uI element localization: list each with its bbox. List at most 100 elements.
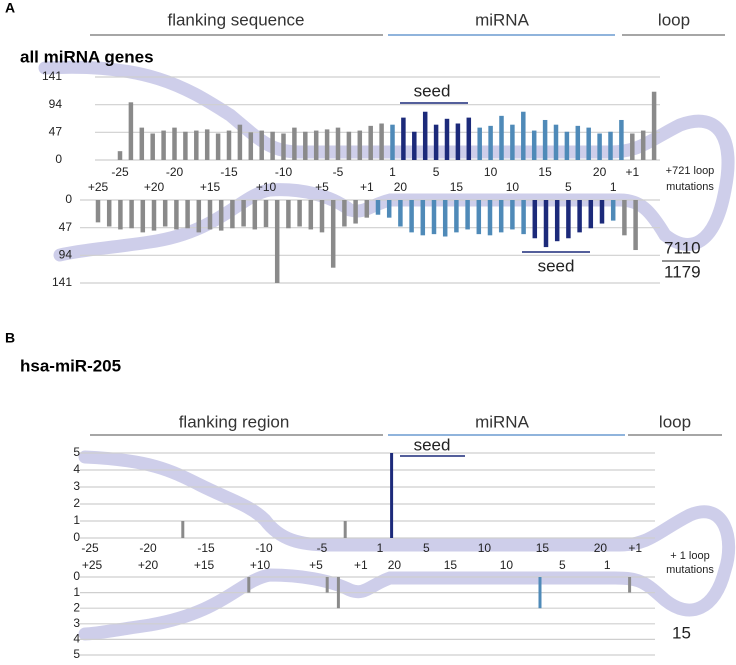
- bar: [628, 577, 632, 593]
- y-tick-label: 1: [73, 513, 80, 527]
- bar: [633, 200, 638, 251]
- bar: [259, 130, 264, 160]
- bar: [118, 200, 123, 230]
- y-tick-label: 0: [65, 192, 72, 206]
- bar: [150, 133, 155, 160]
- bar: [353, 200, 358, 224]
- x-tick-label: 5: [565, 180, 572, 194]
- x-tick-label: -20: [139, 541, 157, 555]
- y-tick-label: 2: [73, 496, 80, 510]
- bar: [319, 200, 325, 233]
- bar: [622, 200, 627, 236]
- bar: [409, 200, 414, 233]
- bar: [542, 119, 548, 160]
- bar: [597, 133, 602, 160]
- bar: [151, 200, 157, 231]
- bar: [538, 577, 542, 609]
- region-label: miRNA: [475, 412, 529, 431]
- y-tick-label: 94: [49, 97, 63, 111]
- total: 15: [672, 623, 691, 642]
- bar: [477, 127, 482, 160]
- hairpin-backbone: [78, 450, 736, 641]
- bar: [185, 200, 190, 229]
- bar: [521, 111, 526, 160]
- bar: [106, 200, 112, 227]
- bar: [368, 125, 373, 160]
- bar: [161, 130, 166, 160]
- bar: [237, 124, 243, 160]
- bar: [183, 131, 188, 160]
- panel-label: B: [5, 330, 15, 346]
- x-tick-label: -20: [166, 165, 184, 179]
- bar: [357, 130, 363, 160]
- bar: [531, 130, 537, 160]
- bar: [554, 200, 560, 242]
- x-tick-label: 15: [536, 541, 550, 555]
- bar: [140, 200, 146, 233]
- bar: [204, 129, 210, 160]
- bar: [117, 151, 123, 160]
- bar: [401, 117, 406, 160]
- x-tick-label: +1: [360, 180, 374, 194]
- region-label: flanking region: [179, 412, 290, 431]
- x-tick-label: +1: [354, 558, 368, 572]
- x-tick-label: +10: [256, 180, 277, 194]
- x-tick-label: 5: [559, 558, 566, 572]
- bar: [247, 577, 251, 593]
- seed-label: seed: [414, 435, 451, 454]
- bar: [444, 118, 450, 160]
- bar: [274, 200, 280, 283]
- x-tick-label: +5: [315, 180, 329, 194]
- x-tick-label: 1: [377, 541, 384, 555]
- x-tick-label: +1: [628, 541, 642, 555]
- x-tick-label: -15: [197, 541, 215, 555]
- total: 1179: [664, 262, 701, 281]
- x-tick-label: 10: [478, 541, 492, 555]
- x-tick-label: +25: [82, 558, 103, 572]
- bar: [330, 200, 336, 268]
- bar: [308, 200, 314, 230]
- bar: [498, 200, 504, 233]
- bar: [292, 127, 297, 160]
- bar: [226, 130, 232, 160]
- bar: [651, 91, 657, 160]
- bar: [510, 124, 515, 160]
- x-tick-label: -15: [220, 165, 238, 179]
- y-tick-label: 5: [73, 647, 80, 661]
- bar: [476, 200, 482, 235]
- bar: [488, 125, 493, 160]
- y-tick-label: 0: [73, 530, 80, 544]
- y-tick-label: 47: [49, 125, 63, 139]
- bar: [270, 131, 275, 160]
- x-tick-label: 10: [484, 165, 498, 179]
- x-tick-label: 5: [433, 165, 440, 179]
- bar: [588, 200, 594, 229]
- bar: [466, 117, 472, 160]
- bar: [128, 102, 134, 160]
- bar: [303, 131, 308, 160]
- bar: [564, 131, 570, 160]
- y-tick-label: 1: [73, 585, 80, 599]
- y-tick-label: 141: [52, 275, 72, 289]
- bar: [566, 200, 571, 239]
- x-tick-label: +20: [138, 558, 159, 572]
- bar: [640, 130, 646, 160]
- bar: [194, 130, 199, 160]
- bar: [412, 131, 417, 160]
- x-tick-label: 5: [423, 541, 430, 555]
- bar: [207, 200, 213, 230]
- bar: [286, 200, 291, 229]
- x-tick-label: 1: [610, 180, 617, 194]
- bar: [575, 125, 581, 160]
- bar: [230, 200, 235, 229]
- x-tick-label: +15: [200, 180, 221, 194]
- x-tick-label: 20: [593, 165, 607, 179]
- x-tick-label: +10: [250, 558, 271, 572]
- bar: [487, 200, 493, 236]
- x-tick-label: -25: [81, 541, 99, 555]
- bar: [252, 200, 258, 230]
- x-tick-label: -10: [275, 165, 293, 179]
- bar: [386, 200, 392, 218]
- bar: [343, 521, 347, 538]
